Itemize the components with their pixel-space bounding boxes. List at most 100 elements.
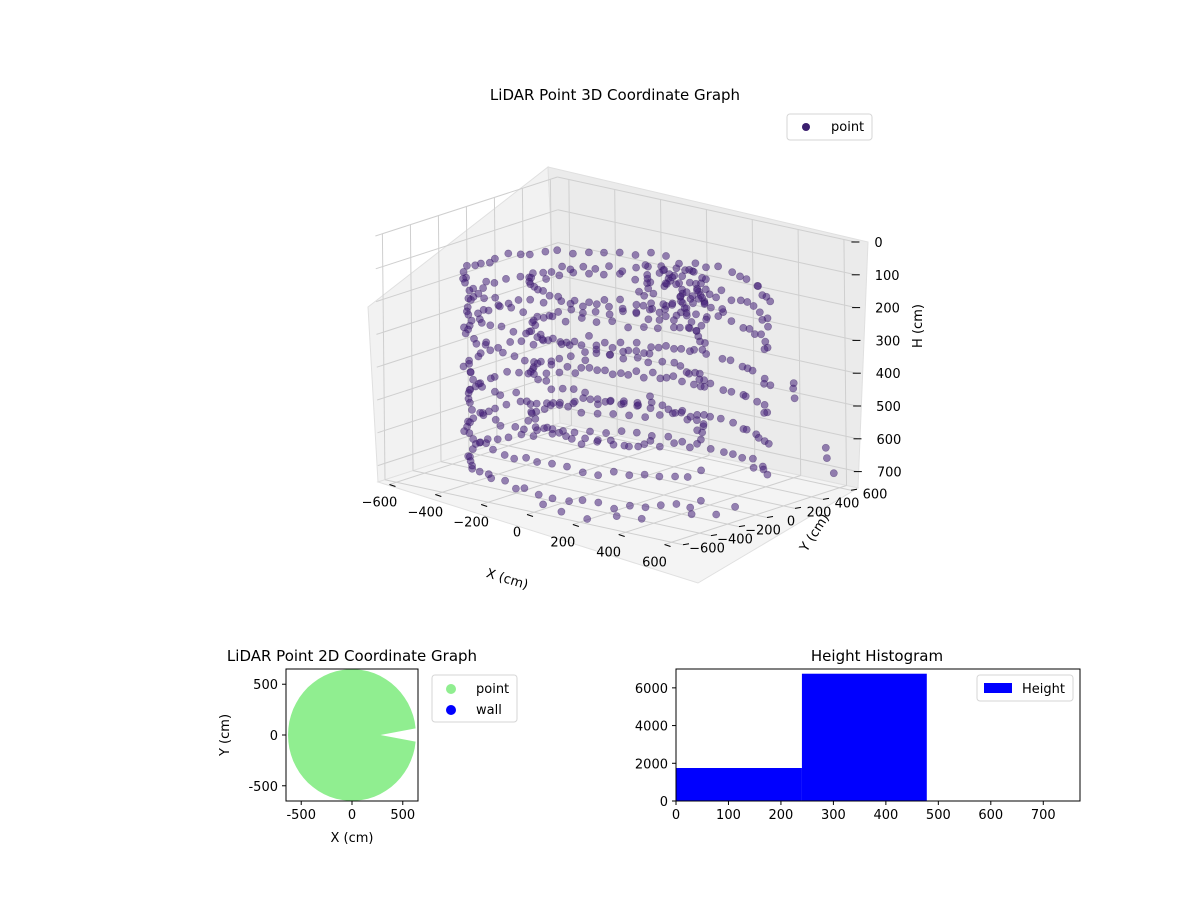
histogram-x-tick: 600 [978,808,1003,823]
point-3d-marker [766,381,775,390]
point-3d-marker [579,302,587,311]
point-3d-marker [764,322,772,331]
point-3d-marker [479,284,487,292]
x-axis-label-2d: X (cm) [331,831,374,846]
point-3d-marker [548,312,557,321]
point-3d-marker [593,395,602,403]
point-3d-marker [516,272,525,281]
point-3d-marker [742,425,751,434]
point-3d-marker [506,338,515,346]
point-3d-marker [566,352,575,361]
point-3d-marker [533,458,541,466]
point-3d-marker [616,295,624,304]
point-3d-marker [564,402,572,411]
point-3d-marker [474,289,483,298]
histogram-x-tick: 500 [926,808,951,823]
point-3d-marker [712,293,720,302]
point-3d-marker [496,421,505,430]
point-3d-marker [661,312,670,321]
point-3d-marker [616,338,625,347]
point-3d-marker [678,272,687,281]
point-3d-marker [510,454,519,463]
point-3d-marker [547,385,556,394]
point-3d-marker [602,429,610,437]
point-3d-marker [668,299,677,308]
legend-3d: point [786,113,873,141]
histogram-ticks: 0 100 200 300 400 500 600 700 0 2000 4000 6000 [635,682,1056,823]
histogram-x-tick: 100 [716,808,741,823]
point-3d-marker [585,298,593,307]
x-tick-2d: 500 [390,808,415,823]
point-3d-marker [565,497,573,505]
point-3d-marker [533,333,542,341]
histogram-bars [676,673,927,801]
histogram-y-tick: 6000 [635,682,668,697]
point-3d-marker [684,323,693,332]
y-tick-2d: 500 [253,678,278,693]
point-3d-marker [763,470,772,479]
point-3d-marker [702,263,710,272]
point-3d-marker [700,300,709,308]
point-3d-marker [743,298,752,306]
point-3d-marker [491,404,499,413]
point-3d-marker [632,338,641,347]
point-3d-marker [685,278,694,287]
point-3d-marker [461,329,470,338]
point-3d-marker [548,429,557,438]
point-3d-marker [760,345,769,354]
point-3d-marker [468,405,476,414]
point-3d-marker [482,338,491,347]
point-3d-marker [599,270,608,279]
point-3d-marker [459,362,468,371]
point-3d-marker [655,316,664,324]
point-3d-marker [591,264,600,273]
point-3d-marker [683,473,692,481]
point-3d-marker [631,251,640,259]
point-3d-marker [515,368,523,377]
point-3d-marker [522,397,531,406]
point-3d-marker [697,466,705,475]
point-3d-marker [624,323,632,332]
point-3d-marker [512,484,520,493]
point-3d-marker [594,471,602,480]
point-3d-marker [677,297,685,306]
z-tick-3d: 400 [876,367,901,382]
point-3d-marker [632,263,640,272]
point-3d-marker [507,303,516,312]
point-3d-marker [619,354,628,363]
point-3d-marker [469,435,478,443]
point-3d-marker [472,339,481,348]
point-3d-marker [615,248,624,257]
point-3d-marker [526,280,535,289]
point-3d-marker [474,352,483,361]
point-3d-marker [641,261,650,269]
point-3d-marker [497,322,506,331]
point-3d-marker [491,293,500,302]
point-3d-marker [655,308,664,317]
point-3d-marker [540,405,549,413]
point-3d-marker [700,410,708,419]
point-3d-marker [633,398,642,407]
point-3d-marker [635,287,643,296]
point-3d-marker [647,343,655,351]
point-3d-marker [693,426,702,435]
point-3d-marker [549,399,558,407]
point-3d-marker [464,310,473,319]
point-3d-marker [672,500,681,508]
point-3d-marker [707,303,715,312]
point-3d-marker [742,275,751,283]
point-3d-marker [640,323,648,331]
point-3d-marker [566,299,575,308]
point-3d-marker [714,262,722,271]
point-3d-marker [478,409,487,417]
point-3d-marker [539,298,548,307]
point-3d-marker [671,472,679,481]
point-3d-marker [533,426,541,435]
point-3d-marker [527,407,536,416]
point-3d-marker [593,366,602,375]
point-3d-marker [539,268,548,277]
point-3d-marker [570,428,579,437]
point-3d-marker [600,338,609,347]
point-3d-marker [645,305,654,314]
